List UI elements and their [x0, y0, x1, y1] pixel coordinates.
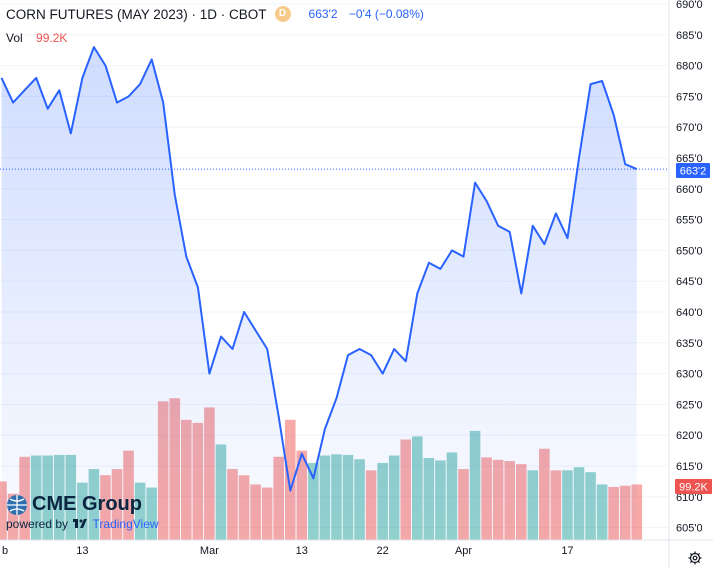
volume-value: 99.2K: [36, 31, 68, 45]
price-tick-label: 635'0: [676, 338, 703, 350]
symbol-title[interactable]: CORN FUTURES (MAY 2023) · 1D · CBOT: [6, 6, 267, 22]
price-tick-label: 640'0: [676, 307, 703, 319]
powered-by: powered by TradingView: [6, 517, 159, 531]
price-change: −0'4 (−0.08%): [348, 7, 424, 21]
delay-flag-icon[interactable]: D: [274, 6, 291, 22]
time-tick-label: Apr: [455, 545, 472, 557]
time-tick-label: 17: [561, 545, 573, 557]
time-tick-label: 13: [76, 545, 88, 557]
globe-icon: [7, 494, 27, 515]
price-tick-label: 665'0: [676, 153, 703, 165]
price-tick-label: 680'0: [676, 61, 703, 73]
volume-label: Vol: [6, 31, 23, 45]
time-tick-label: 13: [296, 545, 308, 557]
price-tick-label: 630'0: [676, 369, 703, 381]
price-tick-label: 660'0: [676, 184, 703, 196]
time-tick-label: 22: [377, 545, 389, 557]
price-tick-label: 670'0: [676, 122, 703, 134]
volume-tag: 99.2K: [675, 479, 712, 494]
time-tick-label: Mar: [200, 545, 219, 557]
price-tick-label: 655'0: [676, 215, 703, 227]
price-tick-label: 605'0: [676, 523, 703, 535]
time-tick-label: b: [2, 545, 8, 557]
tradingview-icon: [73, 519, 88, 528]
price-tick-label: 690'0: [676, 0, 703, 11]
price-line: [0, 46, 638, 492]
last-price-tag: 663'2: [676, 163, 710, 178]
volume-legend: Vol 99.2K: [6, 31, 67, 45]
price-tick-label: 650'0: [676, 245, 703, 257]
svg-text:663'2: 663'2: [680, 166, 707, 178]
cme-group-logo[interactable]: CME Group powered by TradingView: [6, 493, 159, 531]
svg-text:99.2K: 99.2K: [679, 482, 708, 494]
price-tick-label: 620'0: [676, 430, 703, 442]
price-tick-label: 645'0: [676, 276, 703, 288]
price-area: [1, 47, 637, 540]
price-readout: 663'2 −0'4 (−0.08%): [309, 7, 424, 21]
brand-name: CME Group: [32, 493, 142, 515]
volume-bar: [284, 419, 296, 540]
price-tick-label: 610'0: [676, 492, 703, 504]
price-axis: 605'0 610'0 615'0 620'0 625'0 630'0 635'0 640'0…: [676, 0, 703, 535]
price-tick-label: 675'0: [676, 91, 703, 103]
price-tick-label: 685'0: [676, 30, 703, 42]
price-tick-label: 625'0: [676, 399, 703, 411]
price-tick-label: 615'0: [676, 461, 703, 473]
current-price: 663'2: [308, 7, 338, 21]
gear-icon[interactable]: [688, 551, 702, 565]
chart-header: CORN FUTURES (MAY 2023) · 1D · CBOT D 66…: [6, 6, 424, 22]
